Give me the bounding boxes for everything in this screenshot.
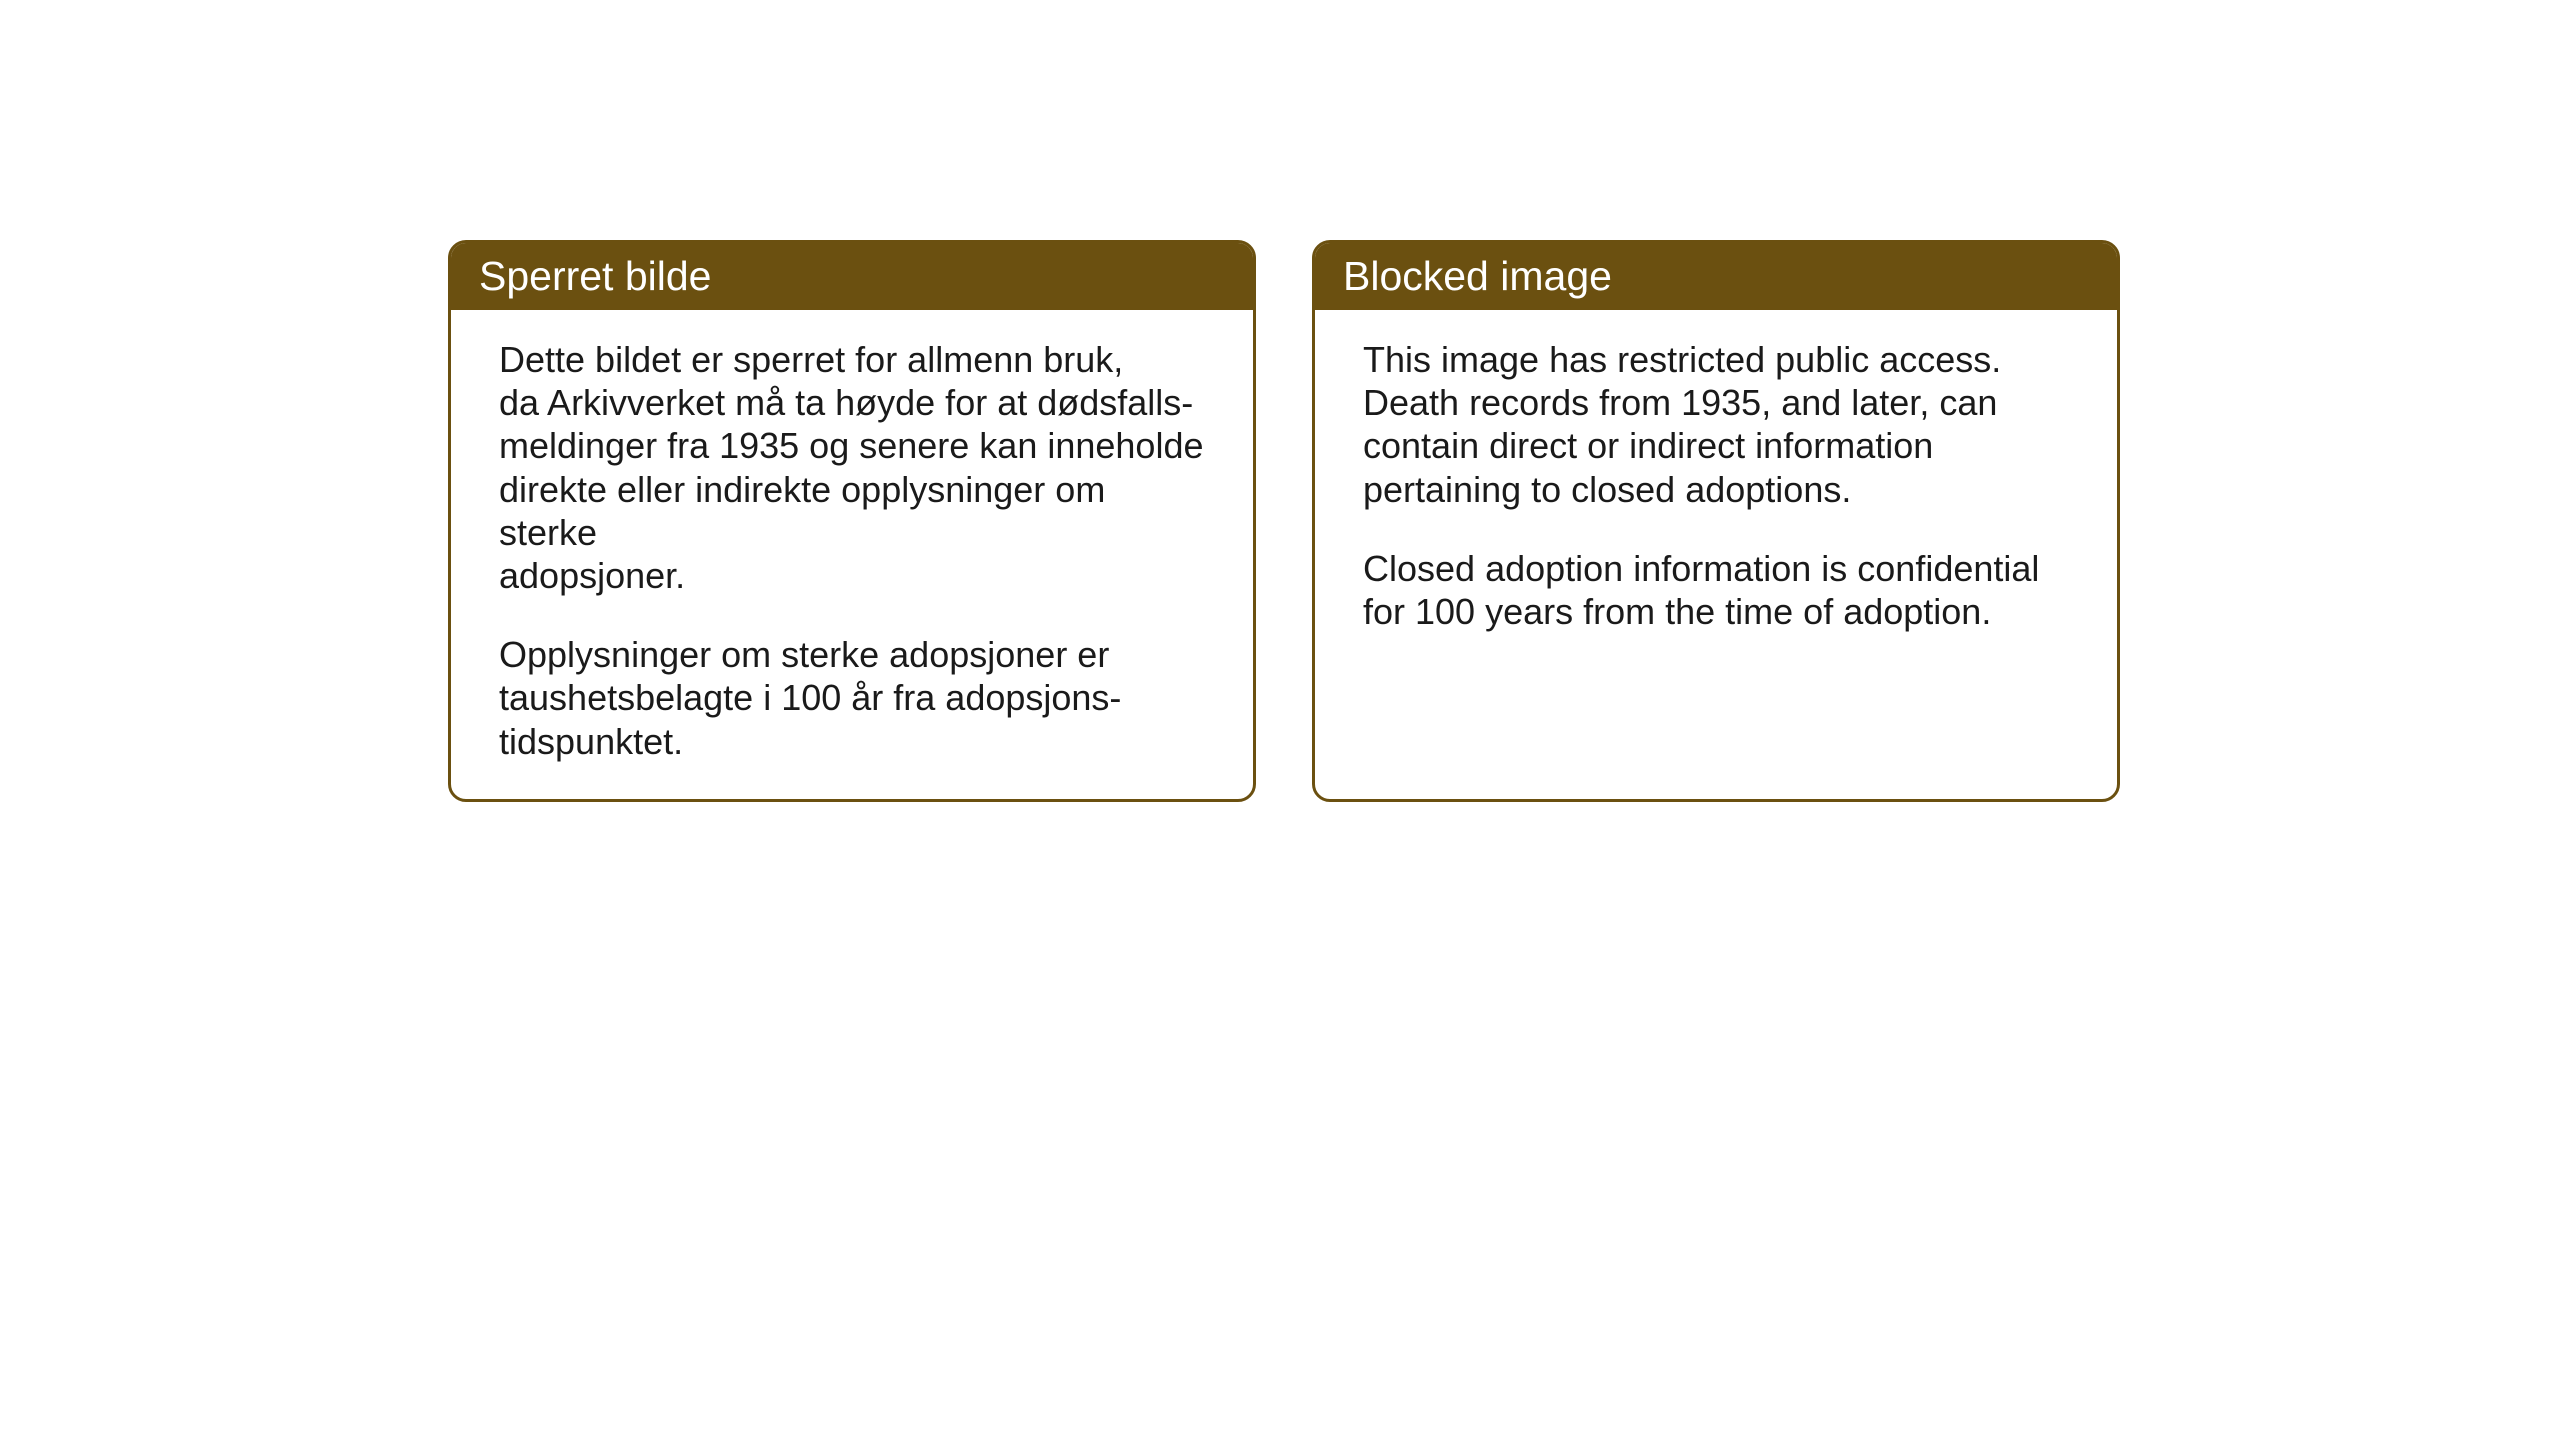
card-english: Blocked image This image has restricted … xyxy=(1312,240,2120,802)
card-title-english: Blocked image xyxy=(1343,253,1612,299)
paragraph-2-norwegian: Opplysninger om sterke adopsjoner ertaus… xyxy=(499,633,1205,763)
card-body-norwegian: Dette bildet er sperret for allmenn bruk… xyxy=(451,310,1253,799)
cards-container: Sperret bilde Dette bildet er sperret fo… xyxy=(448,240,2120,802)
card-header-norwegian: Sperret bilde xyxy=(451,243,1253,310)
card-body-english: This image has restricted public access.… xyxy=(1315,310,2117,740)
card-norwegian: Sperret bilde Dette bildet er sperret fo… xyxy=(448,240,1256,802)
card-header-english: Blocked image xyxy=(1315,243,2117,310)
paragraph-1-english: This image has restricted public access.… xyxy=(1363,338,2069,511)
paragraph-1-norwegian: Dette bildet er sperret for allmenn bruk… xyxy=(499,338,1205,597)
paragraph-2-english: Closed adoption information is confident… xyxy=(1363,547,2069,633)
card-title-norwegian: Sperret bilde xyxy=(479,253,711,299)
